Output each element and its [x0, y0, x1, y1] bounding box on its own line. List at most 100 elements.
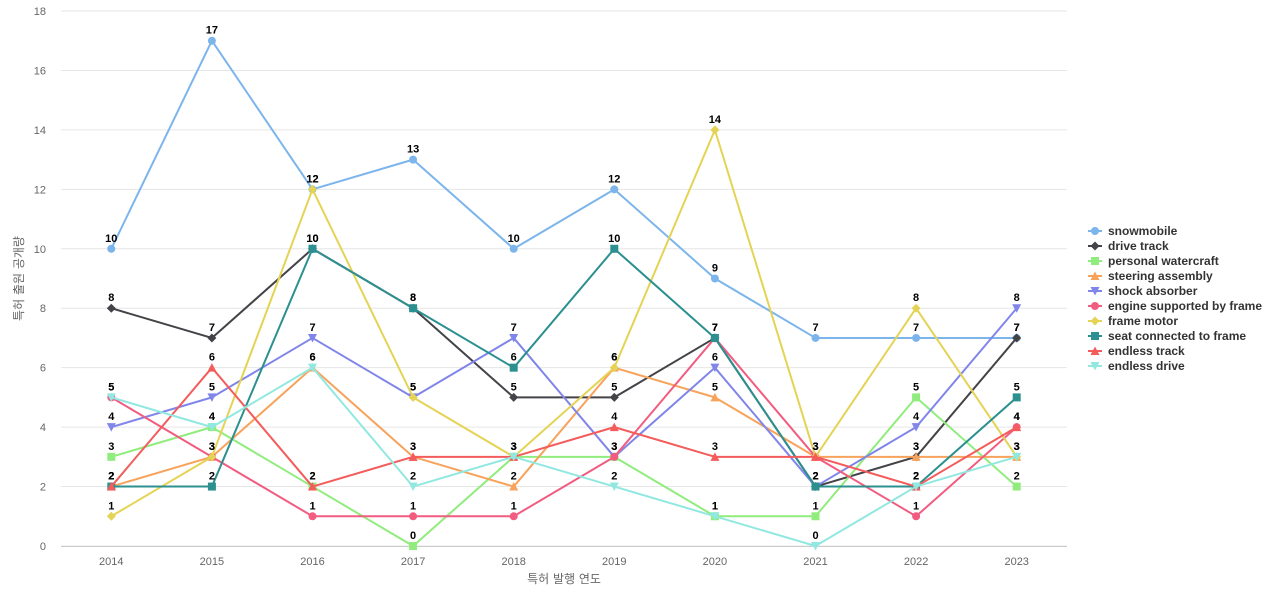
y-tick-label: 4	[40, 422, 46, 434]
y-tick-label: 6	[40, 363, 46, 375]
data-label: 3	[611, 441, 617, 453]
x-axis-title: 특허 발행 연도	[527, 571, 601, 586]
data-label: 4	[209, 411, 216, 423]
data-point	[509, 363, 518, 372]
data-label: 5	[108, 381, 114, 393]
data-label: 5	[108, 381, 114, 393]
series-line	[110, 128, 1018, 518]
y-tick-label: 18	[34, 6, 46, 18]
data-label: 7	[309, 322, 315, 334]
data-point	[409, 304, 418, 313]
data-label: 8	[913, 292, 919, 304]
data-point	[911, 452, 921, 461]
legend-marker	[1090, 362, 1100, 371]
legend-marker	[1091, 332, 1099, 340]
data-point	[509, 392, 519, 402]
legend-marker	[1090, 316, 1100, 326]
data-label: 1	[812, 500, 818, 512]
data-point	[408, 392, 418, 402]
legend-item[interactable]: endless drive	[1088, 359, 1185, 373]
data-label: 3	[209, 441, 215, 453]
data-point	[912, 333, 921, 342]
data-point	[509, 482, 519, 491]
data-point	[409, 155, 418, 164]
data-label: 1	[511, 500, 517, 512]
data-label: 6	[611, 352, 617, 364]
legend-item[interactable]: endless track	[1088, 344, 1185, 358]
data-label: 2	[1014, 471, 1020, 483]
x-tick-label: 2019	[602, 556, 626, 568]
data-point	[911, 303, 921, 313]
data-label: 5	[410, 381, 416, 393]
data-label: 4	[611, 411, 618, 423]
legend-label: drive track	[1108, 239, 1169, 253]
data-label: 4	[1014, 411, 1021, 423]
data-point	[106, 303, 116, 313]
data-label: 1	[913, 500, 919, 512]
data-label: 6	[309, 352, 315, 364]
y-tick-label: 2	[40, 482, 46, 494]
y-tick-label: 12	[34, 184, 46, 196]
data-label: 3	[611, 441, 617, 453]
data-label: 3	[611, 441, 617, 453]
data-point	[509, 244, 518, 253]
legend-item[interactable]: snowmobile	[1088, 224, 1178, 238]
legend-item[interactable]: frame motor	[1088, 314, 1178, 328]
data-label: 7	[712, 322, 718, 334]
data-label: 5	[611, 381, 617, 393]
legend-item[interactable]: engine supported by frame	[1088, 299, 1262, 313]
y-tick-label: 10	[34, 244, 46, 256]
data-label: 5	[209, 381, 215, 393]
x-tick-label: 2020	[703, 556, 727, 568]
data-point	[308, 333, 317, 343]
data-point	[710, 363, 720, 373]
data-label: 2	[209, 471, 215, 483]
data-point	[106, 423, 116, 432]
series-frame-motor	[106, 125, 1022, 521]
data-label: 1	[309, 500, 315, 512]
series-line	[110, 366, 1018, 488]
data-point	[308, 512, 317, 521]
series-group	[106, 36, 1022, 551]
data-point	[1012, 452, 1022, 462]
data-point	[207, 333, 217, 343]
data-label: 2	[511, 471, 517, 483]
data-label: 8	[410, 292, 416, 304]
data-point	[710, 125, 720, 135]
data-point	[106, 482, 116, 491]
data-label: 5	[913, 381, 919, 393]
data-point	[207, 452, 217, 462]
legend-item[interactable]: shock absorber	[1088, 284, 1198, 298]
data-point	[1012, 304, 1022, 313]
data-label: 10	[608, 233, 620, 245]
data-label: 2	[812, 471, 818, 483]
data-label: 2	[812, 471, 818, 483]
data-label: 3	[712, 441, 718, 453]
legend-item[interactable]: seat connected to frame	[1088, 329, 1246, 343]
legend-item[interactable]: drive track	[1088, 239, 1169, 253]
data-point	[610, 244, 619, 253]
data-point	[107, 244, 116, 253]
data-point	[610, 452, 619, 461]
data-point	[106, 393, 116, 402]
legend-item[interactable]: steering assembly	[1088, 269, 1213, 283]
series-endless-drive	[106, 363, 1022, 551]
data-point	[408, 452, 418, 461]
legend-marker	[1091, 227, 1099, 235]
data-label: 3	[1014, 441, 1020, 453]
legend-item[interactable]: personal watercraft	[1088, 254, 1219, 268]
data-label: 0	[812, 530, 818, 542]
legend-label: engine supported by frame	[1108, 299, 1262, 313]
data-point	[1012, 422, 1022, 432]
data-label: 14	[709, 114, 722, 126]
series-line	[110, 366, 1018, 547]
data-point	[710, 274, 719, 283]
data-label: 2	[108, 471, 114, 483]
legend-marker	[1091, 257, 1099, 265]
data-label: 3	[108, 441, 114, 453]
data-label: 2	[611, 471, 617, 483]
data-label: 3	[511, 441, 517, 453]
